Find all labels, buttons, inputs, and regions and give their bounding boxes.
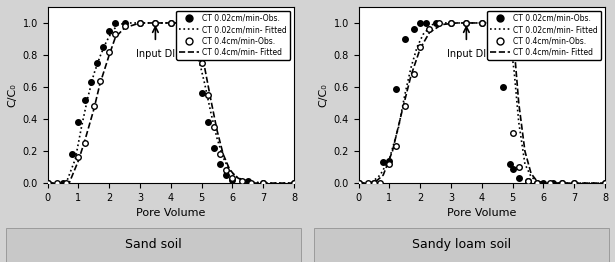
Text: Input DI: Input DI	[136, 48, 175, 59]
X-axis label: Pore Volume: Pore Volume	[447, 208, 517, 218]
Y-axis label: C/C₀: C/C₀	[318, 83, 328, 107]
Text: Sand soil: Sand soil	[125, 238, 182, 252]
Text: Sandy loam soil: Sandy loam soil	[411, 238, 511, 252]
Text: Input DI: Input DI	[447, 48, 486, 59]
Legend: CT 0.02cm/min-Obs., CT 0.02cm/min- Fitted, CT 0.4cm/min-Obs., CT 0.4cm/min- Fitt: CT 0.02cm/min-Obs., CT 0.02cm/min- Fitte…	[488, 11, 601, 60]
X-axis label: Pore Volume: Pore Volume	[136, 208, 205, 218]
Y-axis label: C/C₀: C/C₀	[7, 83, 17, 107]
Legend: CT 0.02cm/min-Obs., CT 0.02cm/min- Fitted, CT 0.4cm/min-Obs., CT 0.4cm/min- Fitt: CT 0.02cm/min-Obs., CT 0.02cm/min- Fitte…	[177, 11, 290, 60]
